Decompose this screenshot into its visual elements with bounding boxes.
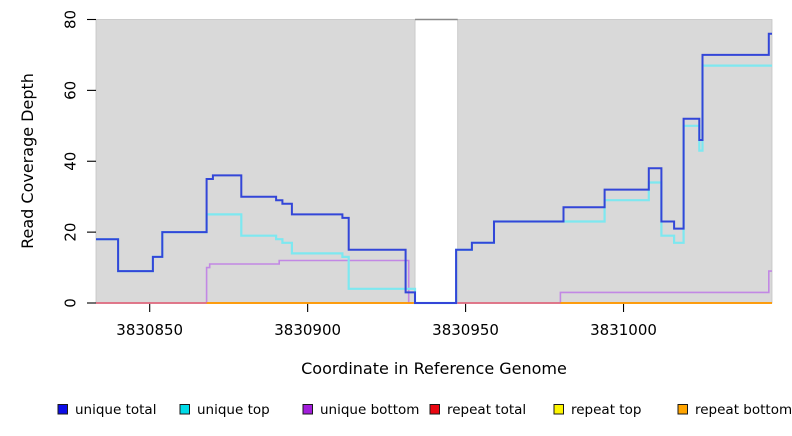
legend-label: repeat top [571, 402, 641, 418]
legend-swatch [553, 404, 564, 415]
x-tick-label: 3831000 [590, 321, 657, 339]
plot-background [95, 18, 773, 304]
y-tick-label: 80 [62, 10, 80, 29]
legend-swatch [429, 404, 440, 415]
series-unique-total [96, 32, 772, 304]
plot-bg-right [457, 19, 773, 304]
x-tick-label: 3830900 [274, 321, 341, 339]
legend-label: unique top [197, 402, 270, 418]
legend-item-repeat-top: repeat top [553, 402, 641, 418]
legend-swatch [302, 404, 313, 415]
legend-label: unique bottom [320, 402, 419, 418]
y-axis-title: Read Coverage Depth [18, 73, 37, 249]
plot-bg-left [95, 19, 416, 304]
legend-swatch [677, 404, 688, 415]
x-tick-label: 3830850 [116, 321, 183, 339]
legend-label: repeat total [447, 402, 526, 418]
chart-legend: unique total unique top unique bottom repea… [57, 402, 792, 418]
series-unique-bottom [96, 259, 772, 304]
y-tick-label: 60 [62, 81, 80, 100]
legend-swatch [57, 404, 68, 415]
y-tick-label: 20 [62, 223, 80, 242]
legend-label: unique total [75, 402, 156, 418]
legend-label: repeat bottom [695, 402, 792, 418]
y-tick-label: 0 [62, 298, 80, 308]
legend-item-unique-bottom: unique bottom [302, 402, 419, 418]
axis-ticks [87, 18, 625, 312]
legend-item-unique-top: unique top [179, 402, 270, 418]
legend-item-repeat-total: repeat total [429, 402, 526, 418]
legend-item-unique-total: unique total [57, 402, 156, 418]
y-tick-label: 40 [62, 152, 80, 171]
axis-tick-labels: 0 20 40 60 80 3830850 3830900 3830950 3831000 [62, 10, 657, 339]
x-axis-title: Coordinate in Reference Genome [301, 359, 567, 378]
legend-item-repeat-bottom: repeat bottom [677, 402, 792, 418]
x-tick-label: 3830950 [432, 321, 499, 339]
data-series [96, 32, 772, 305]
legend-swatch [179, 404, 190, 415]
